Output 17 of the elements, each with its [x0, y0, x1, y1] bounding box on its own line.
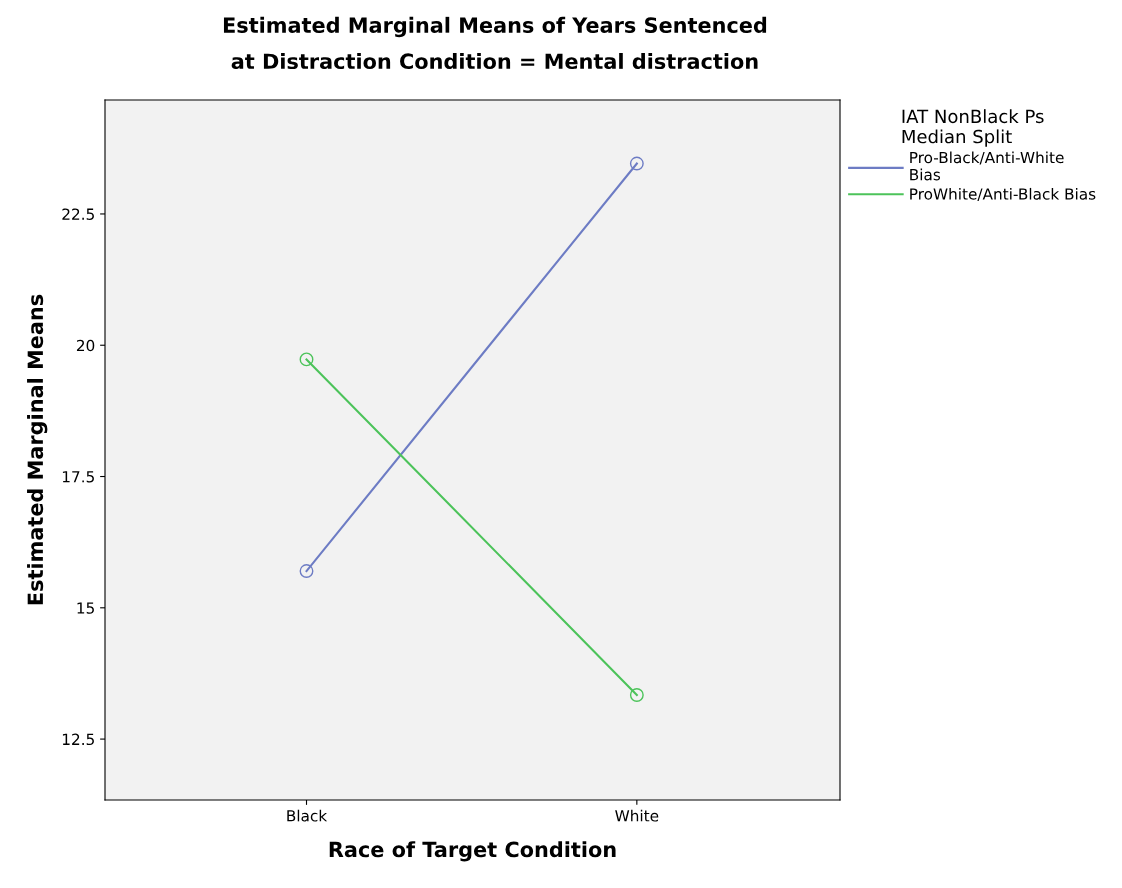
y-tick-label: 22.5	[62, 208, 94, 220]
point	[629, 688, 644, 702]
x-axis-title: Race of Target Condition	[329, 841, 616, 862]
x-tick-label: Black	[287, 809, 328, 822]
x-tick-label: White	[615, 809, 659, 822]
legend-label: ProWhite/Anti-Black Bias	[910, 187, 1096, 201]
legend-label: Pro-Black/Anti-White Bias	[910, 151, 1064, 181]
y-tick-label: 17.5	[62, 471, 94, 483]
point	[299, 352, 314, 367]
y-axis-title: Estimated Marginal Means	[27, 294, 48, 605]
point	[299, 564, 314, 578]
y-tick-label: 20	[76, 339, 95, 352]
point	[629, 156, 644, 171]
y-tick-label: 12.5	[62, 733, 94, 746]
legend-title: IAT NonBlack Ps Median Split	[902, 109, 1044, 147]
chart-title: Estimated Marginal Means of Years Sentenced at Distraction Condition = Mental distraction	[223, 16, 767, 70]
y-tick-label: 15	[77, 602, 94, 614]
